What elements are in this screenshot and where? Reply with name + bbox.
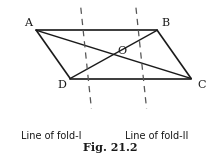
Text: D: D (57, 80, 66, 89)
Text: Line of fold-I: Line of fold-I (21, 131, 81, 141)
Text: Line of fold-II: Line of fold-II (126, 131, 189, 141)
Text: B: B (162, 18, 170, 28)
Text: O: O (118, 46, 127, 56)
Text: C: C (198, 80, 206, 89)
Text: Fig. 21.2: Fig. 21.2 (83, 142, 138, 153)
Text: A: A (24, 18, 32, 28)
